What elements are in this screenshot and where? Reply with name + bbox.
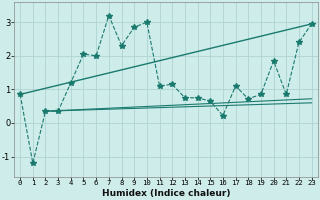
X-axis label: Humidex (Indice chaleur): Humidex (Indice chaleur)	[102, 189, 230, 198]
